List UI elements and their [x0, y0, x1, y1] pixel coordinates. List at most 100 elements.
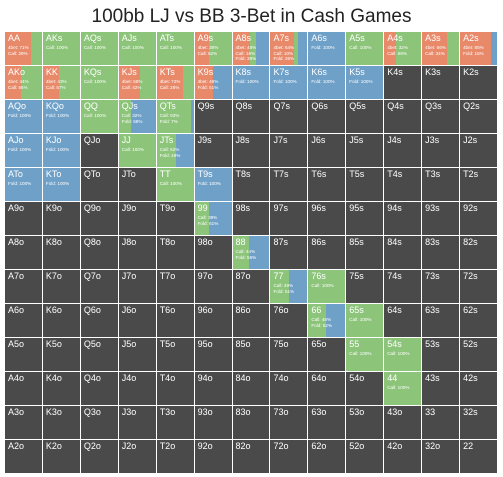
hand-cell-97s[interactable]: 97s — [270, 202, 308, 235]
hand-cell-98o[interactable]: 98o — [194, 236, 232, 269]
hand-cell-Q7s[interactable]: Q7s — [270, 100, 308, 133]
hand-cell-65o[interactable]: 65o — [308, 338, 346, 371]
hand-cell-99[interactable]: 99 Call: 39% Fold: 61% — [194, 202, 232, 235]
hand-cell-T8o[interactable]: T8o — [156, 236, 194, 269]
hand-cell-T7s[interactable]: T7s — [270, 168, 308, 201]
hand-cell-88[interactable]: 88 Call: 44% Fold: 56% — [232, 236, 270, 269]
hand-cell-Q2o[interactable]: Q2o — [80, 440, 118, 473]
hand-cell-J5o[interactable]: J5o — [118, 338, 156, 371]
hand-cell-Q5o[interactable]: Q5o — [80, 338, 118, 371]
hand-cell-22[interactable]: 22 — [460, 440, 497, 473]
hand-cell-AKo[interactable]: AKo 4bet: 44% Call: 56% — [5, 66, 42, 99]
hand-cell-J2o[interactable]: J2o — [118, 440, 156, 473]
hand-cell-A2o[interactable]: A2o — [5, 440, 42, 473]
hand-cell-53s[interactable]: 53s — [422, 338, 460, 371]
hand-cell-75o[interactable]: 75o — [270, 338, 308, 371]
hand-cell-72s[interactable]: 72s — [460, 270, 497, 303]
hand-cell-75s[interactable]: 75s — [346, 270, 384, 303]
hand-cell-JJ[interactable]: JJ Call: 100% — [118, 134, 156, 167]
hand-cell-Q8o[interactable]: Q8o — [80, 236, 118, 269]
hand-cell-T3o[interactable]: T3o — [156, 406, 194, 439]
hand-cell-98s[interactable]: 98s — [232, 202, 270, 235]
hand-cell-J7o[interactable]: J7o — [118, 270, 156, 303]
hand-cell-A6s[interactable]: A6s Fold: 100% — [308, 32, 346, 65]
hand-cell-AJo[interactable]: AJo Fold: 100% — [5, 134, 42, 167]
hand-cell-43s[interactable]: 43s — [422, 372, 460, 405]
hand-cell-J4o[interactable]: J4o — [118, 372, 156, 405]
hand-cell-62s[interactable]: 62s — [460, 304, 497, 337]
hand-cell-A4o[interactable]: A4o — [5, 372, 42, 405]
hand-cell-J8s[interactable]: J8s — [232, 134, 270, 167]
hand-cell-55[interactable]: 55 Call: 100% — [346, 338, 384, 371]
hand-cell-J9s[interactable]: J9s — [194, 134, 232, 167]
hand-cell-83o[interactable]: 83o — [232, 406, 270, 439]
hand-cell-85s[interactable]: 85s — [346, 236, 384, 269]
hand-cell-K3s[interactable]: K3s — [422, 66, 460, 99]
hand-cell-K5o[interactable]: K5o — [42, 338, 80, 371]
hand-cell-Q5s[interactable]: Q5s — [346, 100, 384, 133]
hand-cell-74s[interactable]: 74s — [384, 270, 422, 303]
hand-cell-82o[interactable]: 82o — [232, 440, 270, 473]
hand-cell-94o[interactable]: 94o — [194, 372, 232, 405]
hand-cell-A7s[interactable]: A7s 4bet: 64% Call: 10% Fold: 26% — [270, 32, 308, 65]
hand-cell-T9s[interactable]: T9s Fold: 100% — [194, 168, 232, 201]
hand-cell-KQo[interactable]: KQo Fold: 100% — [42, 100, 80, 133]
hand-cell-63o[interactable]: 63o — [308, 406, 346, 439]
hand-cell-K4s[interactable]: K4s — [384, 66, 422, 99]
hand-cell-K8s[interactable]: K8s Fold: 100% — [232, 66, 270, 99]
hand-cell-A3o[interactable]: A3o — [5, 406, 42, 439]
hand-cell-Q9o[interactable]: Q9o — [80, 202, 118, 235]
hand-cell-J8o[interactable]: J8o — [118, 236, 156, 269]
hand-cell-K7s[interactable]: K7s Fold: 100% — [270, 66, 308, 99]
hand-cell-A9o[interactable]: A9o — [5, 202, 42, 235]
hand-cell-96o[interactable]: 96o — [194, 304, 232, 337]
hand-cell-QQ[interactable]: QQ Call: 100% — [80, 100, 118, 133]
hand-cell-AA[interactable]: AA 4bet: 71% Call: 29% — [5, 32, 42, 65]
hand-cell-74o[interactable]: 74o — [270, 372, 308, 405]
hand-cell-54s[interactable]: 54s Call: 100% — [384, 338, 422, 371]
hand-cell-32s[interactable]: 32s — [460, 406, 497, 439]
hand-cell-Q8s[interactable]: Q8s — [232, 100, 270, 133]
hand-cell-AKs[interactable]: AKs Call: 100% — [42, 32, 80, 65]
hand-cell-T4s[interactable]: T4s — [384, 168, 422, 201]
hand-cell-KTo[interactable]: KTo Fold: 100% — [42, 168, 80, 201]
hand-cell-95s[interactable]: 95s — [346, 202, 384, 235]
hand-cell-92s[interactable]: 92s — [460, 202, 497, 235]
hand-cell-A5o[interactable]: A5o — [5, 338, 42, 371]
hand-cell-32o[interactable]: 32o — [422, 440, 460, 473]
hand-cell-J3o[interactable]: J3o — [118, 406, 156, 439]
hand-cell-A3s[interactable]: A3s 4bet: 66% Call: 34% — [422, 32, 460, 65]
hand-cell-A9s[interactable]: A9s 4bet: 38% Call: 62% — [194, 32, 232, 65]
hand-cell-53o[interactable]: 53o — [346, 406, 384, 439]
hand-cell-J6s[interactable]: J6s — [308, 134, 346, 167]
hand-cell-T2o[interactable]: T2o — [156, 440, 194, 473]
hand-cell-K6o[interactable]: K6o — [42, 304, 80, 337]
hand-cell-52o[interactable]: 52o — [346, 440, 384, 473]
hand-cell-95o[interactable]: 95o — [194, 338, 232, 371]
hand-cell-K4o[interactable]: K4o — [42, 372, 80, 405]
hand-cell-QJo[interactable]: QJo — [80, 134, 118, 167]
hand-cell-86o[interactable]: 86o — [232, 304, 270, 337]
hand-cell-K9s[interactable]: K9s 4bet: 49% Fold: 51% — [194, 66, 232, 99]
hand-cell-T7o[interactable]: T7o — [156, 270, 194, 303]
hand-cell-Q6o[interactable]: Q6o — [80, 304, 118, 337]
hand-cell-62o[interactable]: 62o — [308, 440, 346, 473]
hand-cell-T6s[interactable]: T6s — [308, 168, 346, 201]
hand-cell-43o[interactable]: 43o — [384, 406, 422, 439]
hand-cell-QTs[interactable]: QTs Call: 93% Fold: 7% — [156, 100, 194, 133]
hand-cell-ATs[interactable]: ATs Call: 100% — [156, 32, 194, 65]
hand-cell-KTs[interactable]: KTs 4bet: 72% Call: 28% — [156, 66, 194, 99]
hand-cell-42s[interactable]: 42s — [460, 372, 497, 405]
hand-cell-K7o[interactable]: K7o — [42, 270, 80, 303]
hand-cell-T9o[interactable]: T9o — [156, 202, 194, 235]
hand-cell-T8s[interactable]: T8s — [232, 168, 270, 201]
hand-cell-K9o[interactable]: K9o — [42, 202, 80, 235]
hand-cell-33[interactable]: 33 — [422, 406, 460, 439]
hand-cell-52s[interactable]: 52s — [460, 338, 497, 371]
hand-cell-J7s[interactable]: J7s — [270, 134, 308, 167]
hand-cell-A6o[interactable]: A6o — [5, 304, 42, 337]
hand-cell-T3s[interactable]: T3s — [422, 168, 460, 201]
hand-cell-Q3o[interactable]: Q3o — [80, 406, 118, 439]
hand-cell-85o[interactable]: 85o — [232, 338, 270, 371]
hand-cell-TT[interactable]: TT Call: 100% — [156, 168, 194, 201]
